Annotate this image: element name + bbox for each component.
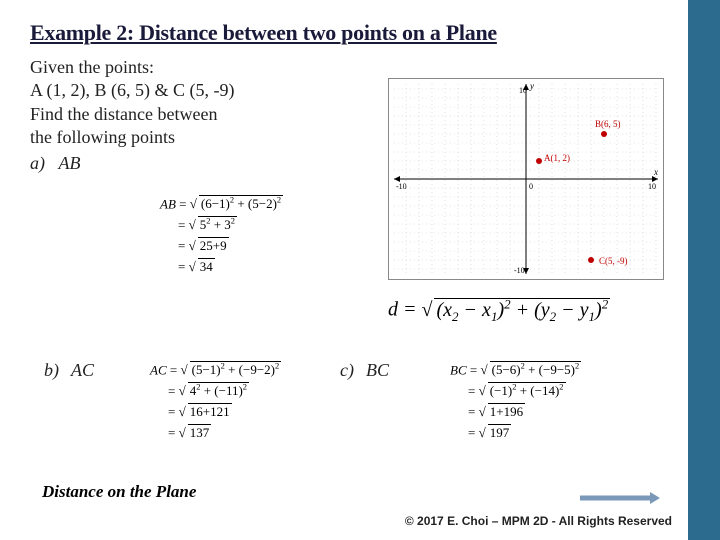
point-b: [601, 131, 607, 137]
x-axis-label: x: [653, 167, 658, 177]
point-a-label: A(1, 2): [544, 153, 570, 163]
point-b-label: B(6, 5): [595, 119, 621, 129]
part-c-label: c): [340, 360, 354, 380]
tick-y-10: -10: [514, 266, 525, 275]
y-axis-label: y: [529, 81, 534, 91]
part-b: b) AC: [44, 360, 94, 381]
tick-x10: 10: [648, 182, 656, 191]
part-b-name: AC: [71, 360, 94, 380]
part-a-name: AB: [59, 153, 81, 173]
tick-x-10: -10: [396, 182, 407, 191]
tick-y10: 10: [519, 86, 527, 95]
footer-copyright: © 2017 E. Choi – MPM 2D - All Rights Res…: [405, 514, 672, 528]
given-line3: Find the distance between: [30, 103, 350, 126]
given-line1: Given the points:: [30, 56, 350, 79]
given-line4: the following points: [30, 126, 350, 149]
given-line2: A (1, 2), B (6, 5) & C (5, -9): [30, 79, 350, 102]
math-block-c: BC = (5−6)2 + (−9−5)2 = (−1)2 + (−14)2 =…: [450, 360, 581, 444]
part-a-label: a): [30, 153, 45, 173]
point-c: [588, 257, 594, 263]
part-c: c) BC: [340, 360, 389, 381]
coordinate-graph: x y 10 -10 10 -10 0 A(1, 2) B(6, 5) C(5,…: [388, 78, 664, 280]
point-a: [536, 158, 542, 164]
math-block-b: AC = (5−1)2 + (−9−2)2 = 42 + (−11)2 = 16…: [150, 360, 281, 444]
distance-formula: d = (x2 − x1)2 + (y2 − y1)2: [388, 296, 610, 325]
page-title: Example 2: Distance between two points o…: [30, 20, 690, 46]
origin-label: 0: [529, 182, 533, 191]
part-b-label: b): [44, 360, 59, 380]
math-block-a: AB = (6−1)2 + (5−2)2 = 52 + 32 = 25+9 = …: [160, 194, 283, 278]
plane-label: Distance on the Plane: [42, 482, 196, 502]
accent-bar: [688, 0, 720, 540]
point-c-label: C(5, -9): [599, 256, 628, 266]
part-c-name: BC: [366, 360, 389, 380]
next-arrow-icon: [580, 492, 660, 500]
given-block: Given the points: A (1, 2), B (6, 5) & C…: [30, 56, 350, 175]
